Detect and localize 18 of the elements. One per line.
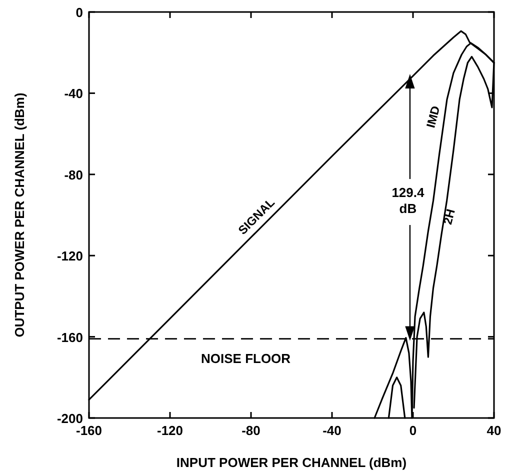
y-tick-label: 0 [76,5,83,20]
x-tick-label: 0 [409,423,417,438]
text: IMD [424,104,443,130]
y-tick-label: -200 [56,411,83,426]
ref-line-label: NOISE FLOOR [201,350,292,366]
x-axis-title: INPUT POWER PER CHANNEL (dBm) [176,455,407,470]
x-tick-label: -40 [322,423,342,438]
y-axis-title: OUTPUT POWER PER CHANNEL (dBm) [12,92,27,338]
text: 2H [440,208,458,226]
y-tick-label: -120 [56,248,83,264]
y-tick-label: -40 [64,86,83,102]
y-tick-label: -80 [64,167,83,182]
annotation: 129.4 dB [392,185,425,216]
x-tick-label: -120 [156,423,184,438]
x-tick-label: -80 [242,423,260,438]
x-tick-label: -160 [76,423,102,438]
y-tick-label: -160 [56,330,83,345]
x-tick-label: 40 [486,423,502,438]
